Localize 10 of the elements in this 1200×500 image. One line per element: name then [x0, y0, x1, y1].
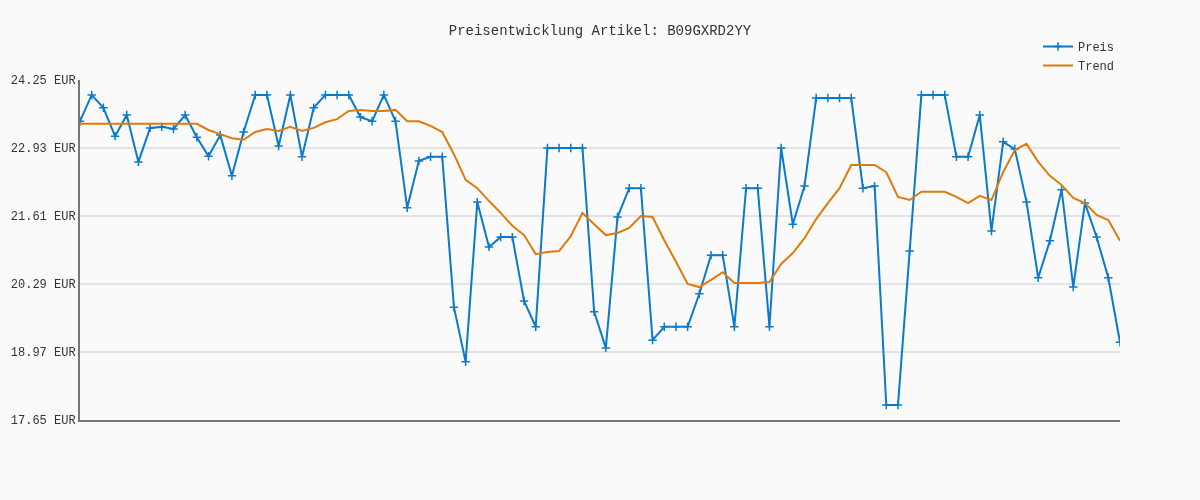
line-series — [80, 108, 1120, 289]
chart-title: Preisentwicklung Artikel: B09GXRD2YY — [448, 22, 752, 39]
y-tick-label: 20.29 EUR — [10, 278, 76, 293]
y-tick-label: 21.61 EUR — [10, 210, 76, 225]
y-tick-label: 18.97 EUR — [10, 346, 76, 361]
legend-label: Preis — [1078, 41, 1115, 56]
y-tick-label: 24.25 EUR — [10, 74, 76, 89]
legend-label: Trend — [1078, 60, 1115, 75]
y-tick-label: 22.93 EUR — [10, 142, 76, 157]
y-tick-label: 17.65 EUR — [10, 414, 76, 429]
